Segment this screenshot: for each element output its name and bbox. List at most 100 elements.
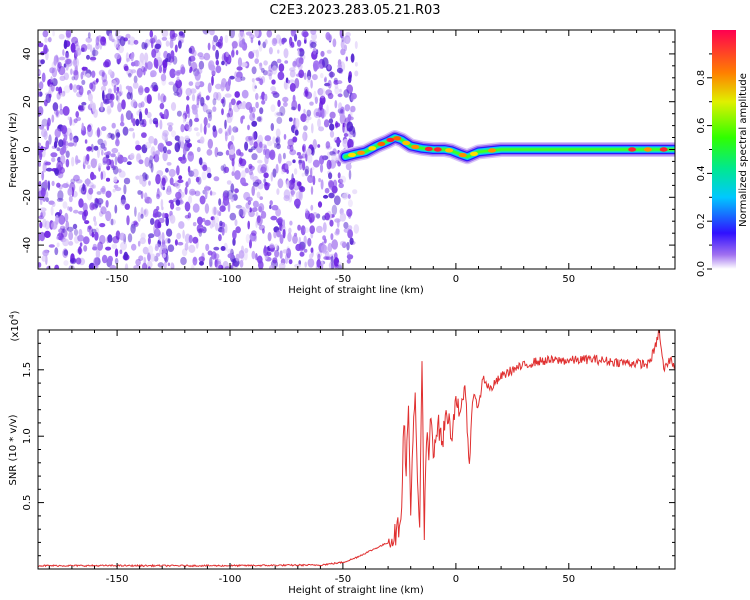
noise-speckle xyxy=(207,172,212,179)
noise-speckle xyxy=(346,208,353,217)
noise-speckle xyxy=(258,206,263,213)
noise-speckle xyxy=(44,220,50,230)
y-tick-label: 0.5 xyxy=(22,495,33,511)
noise-speckle xyxy=(276,112,283,116)
noise-speckle xyxy=(125,110,133,121)
noise-speckle xyxy=(304,227,309,234)
noise-speckle xyxy=(157,92,161,101)
noise-speckle xyxy=(270,86,276,92)
noise-speckle xyxy=(354,70,359,77)
noise-speckle xyxy=(252,181,260,187)
noise-speckle xyxy=(114,257,119,265)
noise-speckle xyxy=(157,221,162,229)
noise-speckle xyxy=(303,125,308,131)
noise-speckle xyxy=(59,209,63,215)
noise-speckle xyxy=(75,111,79,118)
signal-peak xyxy=(377,141,386,147)
noise-speckle xyxy=(64,212,69,222)
noise-speckle xyxy=(238,157,243,165)
noise-speckle xyxy=(337,93,343,98)
noise-speckle xyxy=(310,41,317,49)
noise-speckle xyxy=(178,175,183,180)
noise-speckle xyxy=(204,203,210,214)
noise-speckle xyxy=(224,131,228,142)
noise-speckle xyxy=(175,167,180,175)
noise-speckle xyxy=(299,251,305,257)
noise-speckle xyxy=(106,165,111,171)
snr-exponent-label: (x104) xyxy=(8,310,21,341)
noise-speckle xyxy=(335,121,339,129)
noise-speckle xyxy=(111,243,118,249)
noise-speckle xyxy=(328,118,334,124)
noise-speckle xyxy=(235,253,240,262)
noise-speckle xyxy=(95,158,98,164)
noise-speckle xyxy=(62,201,68,209)
noise-speckle xyxy=(120,241,127,251)
noise-speckle xyxy=(231,258,237,264)
noise-speckle xyxy=(192,49,197,57)
noise-speckle xyxy=(57,61,62,69)
noise-speckle xyxy=(298,159,303,164)
noise-speckle xyxy=(159,119,163,130)
noise-speckle xyxy=(38,262,42,268)
noise-speckle xyxy=(320,179,324,190)
noise-speckle xyxy=(81,66,88,71)
noise-speckle xyxy=(161,36,168,41)
noise-speckle xyxy=(147,236,151,245)
noise-speckle xyxy=(110,218,114,226)
noise-speckle xyxy=(48,134,52,145)
noise-speckle xyxy=(121,99,126,110)
noise-speckle xyxy=(50,152,58,158)
noise-speckle xyxy=(101,254,108,264)
noise-speckle xyxy=(232,165,236,175)
noise-speckle xyxy=(97,241,103,251)
noise-speckle xyxy=(275,128,281,138)
noise-speckle xyxy=(166,122,174,127)
noise-speckle xyxy=(62,183,69,189)
noise-speckle xyxy=(187,165,191,174)
noise-speckle xyxy=(255,49,259,59)
noise-speckle xyxy=(45,167,53,172)
noise-speckle xyxy=(271,37,278,47)
colorbar-tick-label: 0.8 xyxy=(696,70,707,86)
noise-speckle xyxy=(93,264,99,269)
noise-speckle xyxy=(137,190,142,195)
noise-speckle xyxy=(210,67,217,75)
noise-speckle xyxy=(114,248,119,257)
noise-speckle xyxy=(219,220,223,227)
noise-speckle xyxy=(328,192,335,199)
noise-speckle xyxy=(69,132,73,141)
noise-speckle xyxy=(236,71,243,79)
noise-speckle xyxy=(343,133,349,137)
noise-speckle xyxy=(161,232,165,243)
noise-speckle xyxy=(105,177,111,182)
noise-speckle xyxy=(54,168,59,175)
noise-speckle xyxy=(225,149,230,156)
noise-speckle xyxy=(334,139,342,144)
noise-speckle xyxy=(261,91,266,101)
noise-speckle xyxy=(274,249,280,258)
noise-speckle xyxy=(317,253,321,261)
noise-speckle xyxy=(169,68,176,79)
noise-speckle xyxy=(102,156,109,164)
noise-speckle xyxy=(157,217,165,224)
noise-speckle xyxy=(334,218,341,223)
noise-speckle xyxy=(275,163,279,174)
noise-speckle xyxy=(271,65,278,75)
noise-speckle xyxy=(226,117,233,124)
noise-speckle xyxy=(144,108,149,116)
noise-speckle xyxy=(231,157,235,167)
noise-speckle xyxy=(126,58,130,62)
noise-speckle xyxy=(127,39,131,45)
noise-speckle xyxy=(117,102,123,113)
noise-speckle xyxy=(298,244,304,252)
noise-speckle xyxy=(337,80,343,84)
noise-speckle xyxy=(155,121,159,128)
noise-speckle xyxy=(251,185,255,196)
noise-speckle xyxy=(294,118,300,129)
noise-speckle xyxy=(155,174,161,185)
noise-speckle xyxy=(248,169,253,176)
noise-speckle xyxy=(179,136,185,143)
noise-speckle xyxy=(65,30,72,38)
noise-speckle xyxy=(323,78,327,83)
